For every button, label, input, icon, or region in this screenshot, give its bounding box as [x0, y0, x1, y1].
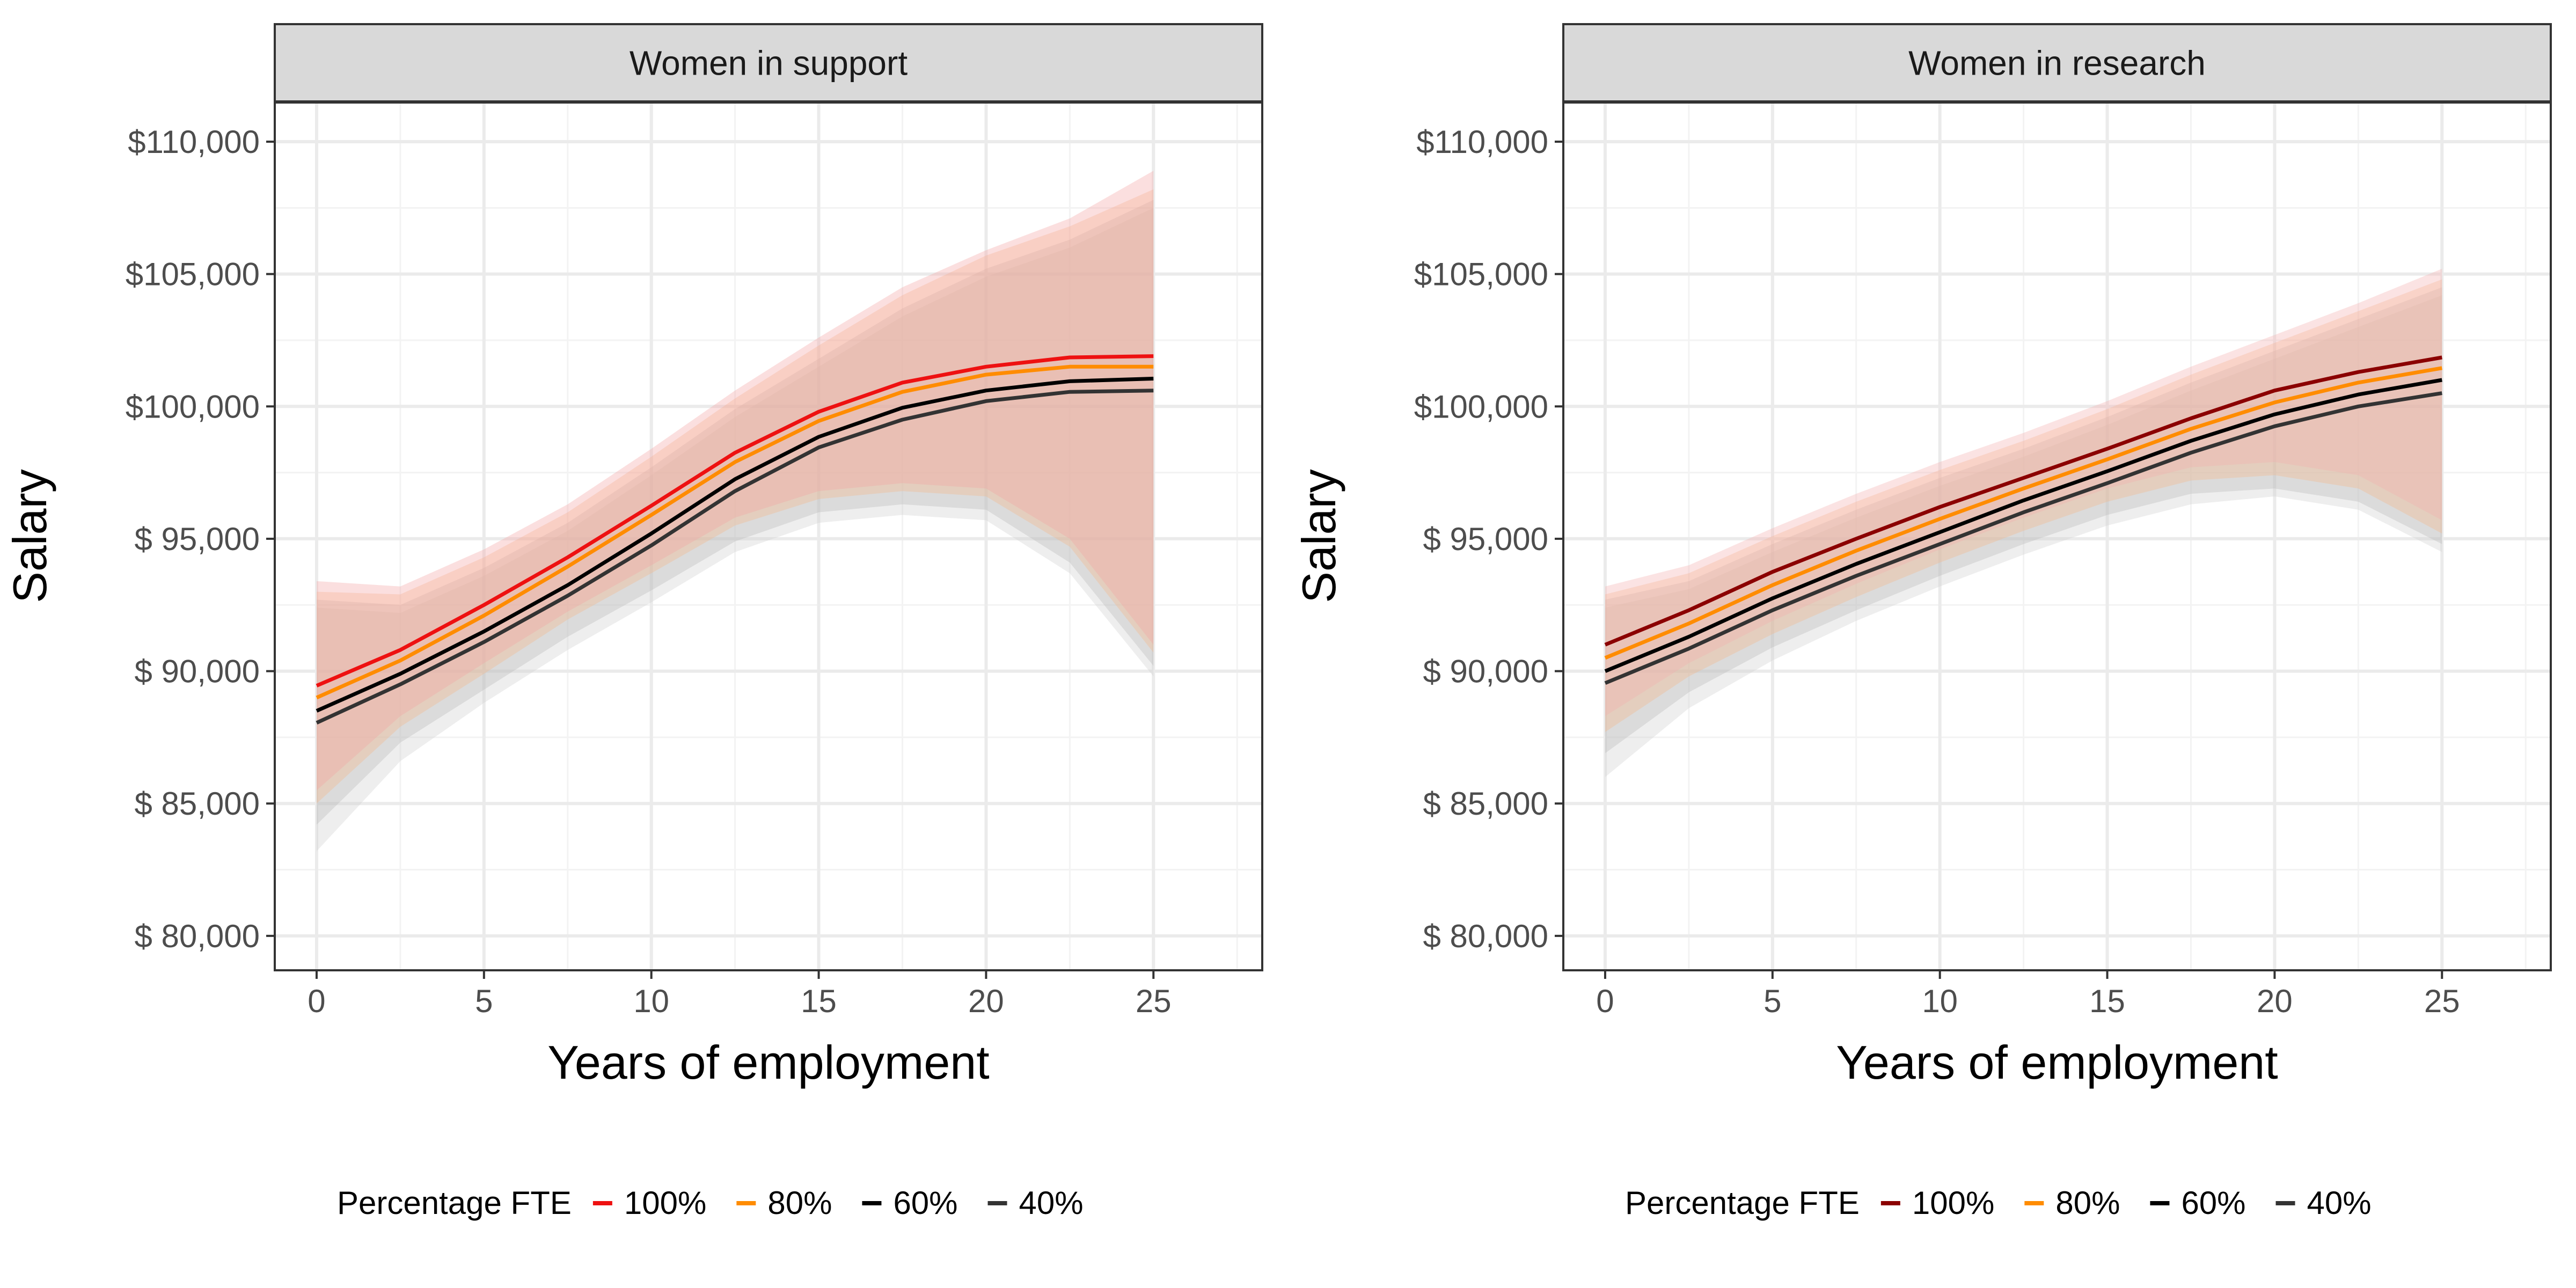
legend-title: Percentage FTE — [1625, 1185, 1860, 1221]
x-tick-label: 15 — [801, 983, 837, 1019]
legend-title: Percentage FTE — [337, 1185, 572, 1221]
confidence-band-60pct — [317, 200, 1154, 825]
y-tick-label: $ 95,000 — [134, 521, 260, 557]
legend-item-label: 40% — [1019, 1185, 1084, 1221]
x-tick-label: 5 — [1763, 983, 1781, 1019]
confidence-band-100pct — [1605, 268, 2442, 716]
facet-title: Women in support — [630, 44, 908, 83]
facet-strip — [274, 23, 1263, 103]
legend-item-label: 60% — [893, 1185, 957, 1221]
legend-item-label: 100% — [624, 1185, 706, 1221]
legend: Percentage FTE 100% 80% 60% 40% — [337, 1185, 1084, 1221]
x-axis-title: Years of employment — [1836, 1036, 2278, 1089]
confidence-band-80pct — [1605, 279, 2442, 732]
series-line-60pct — [316, 377, 1154, 713]
y-tick-label: $ 95,000 — [1423, 521, 1548, 557]
legend-item-label: 80% — [2055, 1185, 2120, 1221]
y-tick-label: $105,000 — [126, 257, 260, 292]
y-tick-label: $ 85,000 — [1423, 786, 1548, 822]
x-tick-label: 10 — [1922, 983, 1958, 1019]
x-tick-label: 5 — [475, 983, 493, 1019]
panel-background — [1563, 102, 2551, 970]
y-tick-label: $105,000 — [1414, 257, 1548, 292]
x-tick-label: 20 — [968, 983, 1004, 1019]
y-tick-label: $ 80,000 — [134, 918, 260, 954]
y-axis-title: Salary — [3, 469, 56, 603]
panel-background — [275, 102, 1262, 970]
y-tick-label: $ 90,000 — [1423, 654, 1548, 690]
series-line-80pct — [316, 364, 1154, 700]
y-tick-label: $100,000 — [126, 389, 260, 425]
y-tick-label: $100,000 — [1414, 389, 1548, 425]
facet-panel: Women in research 0 5 10 15 20 25 $ 80,000 $ 85,… — [1292, 23, 2552, 1089]
facet-title: Women in research — [1908, 44, 2206, 83]
x-tick-label: 15 — [2089, 983, 2125, 1019]
series-line-40pct — [316, 389, 1154, 724]
series-line-40pct — [1604, 391, 2442, 685]
y-tick-label: $ 80,000 — [1423, 918, 1548, 954]
legend: Percentage FTE 100% 80% 60% 40% — [1625, 1185, 2372, 1221]
x-tick-label: 10 — [633, 983, 669, 1019]
series-line-100pct — [316, 354, 1154, 687]
x-tick-label: 0 — [308, 983, 325, 1019]
y-axis-title: Salary — [1292, 469, 1345, 603]
series-line-80pct — [1604, 366, 2442, 660]
x-tick-label: 25 — [1136, 983, 1172, 1019]
confidence-band-40pct — [317, 208, 1154, 851]
series-line-100pct — [1604, 355, 2442, 647]
legend-item-label: 80% — [767, 1185, 832, 1221]
y-tick-label: $ 90,000 — [134, 654, 260, 690]
facet-strip — [1562, 23, 2552, 103]
facet-panel: Women in support 0 5 10 15 20 25 $ 80,000 $ 85,0… — [3, 23, 1263, 1089]
y-tick-label: $110,000 — [1416, 124, 1548, 160]
y-tick-label: $ 85,000 — [134, 786, 260, 822]
x-tick-label: 25 — [2424, 983, 2460, 1019]
legend-item-label: 40% — [2307, 1185, 2372, 1221]
series-line-60pct — [1604, 378, 2442, 673]
y-tick-label: $110,000 — [128, 124, 260, 160]
legend-item-label: 100% — [1912, 1185, 1994, 1221]
x-tick-label: 20 — [2257, 983, 2293, 1019]
x-tick-label: 0 — [1596, 983, 1614, 1019]
legend-item-label: 60% — [2181, 1185, 2245, 1221]
x-axis-title: Years of employment — [547, 1036, 989, 1089]
confidence-band-80pct — [317, 189, 1154, 804]
